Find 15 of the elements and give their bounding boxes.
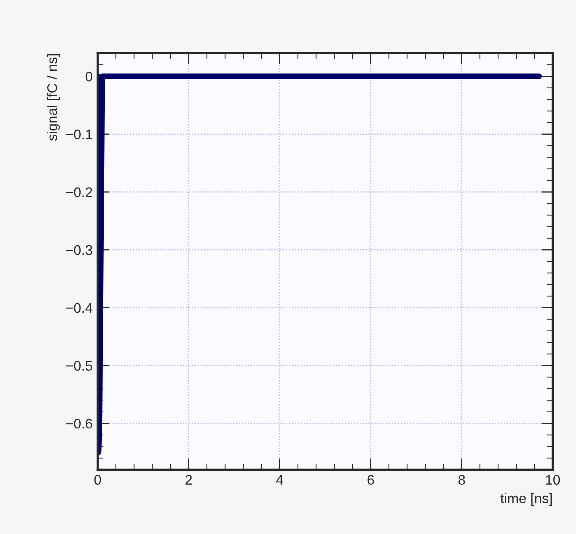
y-tick-label: −0.5 [66,361,92,371]
y-tick-label: −0.3 [66,245,92,256]
y-tick-label: −0.1 [66,130,92,140]
y-axis-title: signal [fC / ns] [47,54,60,142]
y-tick-label: −0.2 [66,188,92,198]
y-tick-label: 0 [86,72,93,82]
x-tick-label: 4 [276,475,284,485]
x-tick-label: 6 [368,475,374,485]
y-tick-label: −0.6 [66,418,92,429]
x-tick-label: 0 [94,475,102,485]
x-tick-label: 2 [186,475,192,485]
x-tick-label: 8 [458,475,466,485]
x-axis-title: time [ns] [500,493,552,506]
x-tick-label: 10 [546,475,560,485]
y-tick-label: −0.4 [66,303,93,314]
